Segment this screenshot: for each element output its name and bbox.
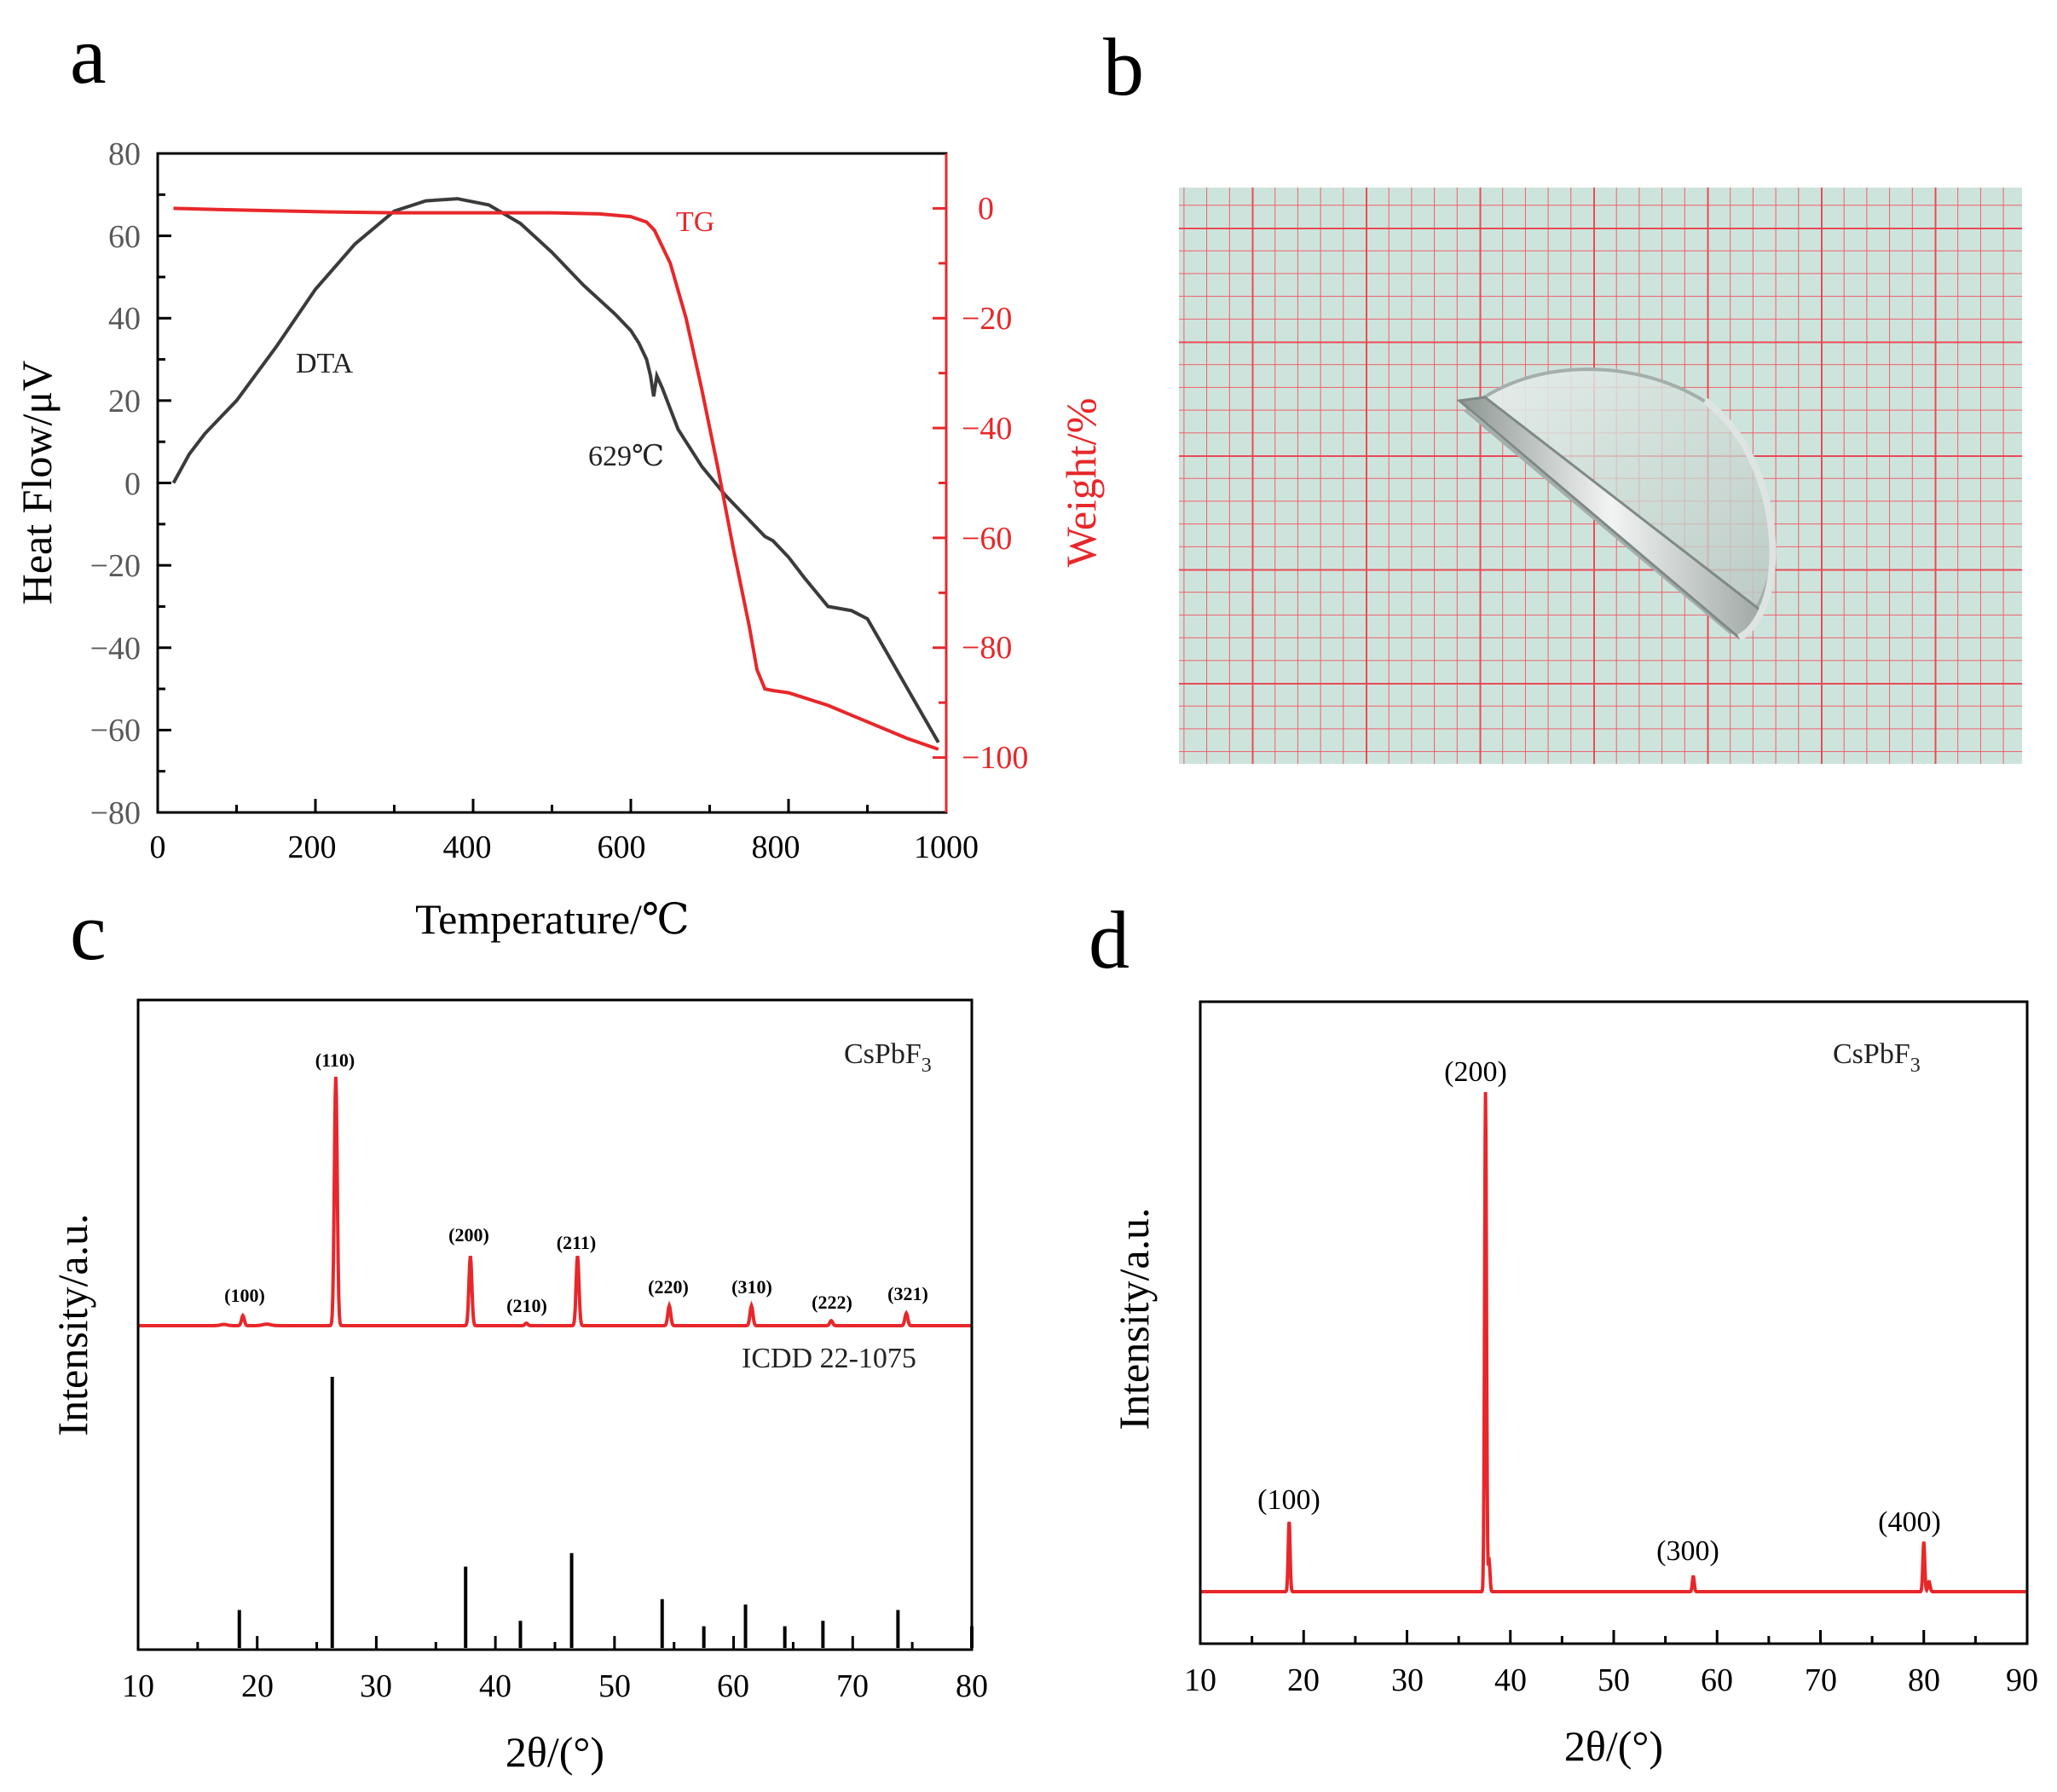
a-r-tick-m60: −60 [962, 521, 1012, 557]
panel-d-sample-label: CsPbF3 [1833, 1038, 1921, 1077]
panel-c-ticks [136, 1636, 974, 1650]
panel-a-right-tick-labels: 0 −20 −40 −60 −80 −100 [962, 191, 1028, 776]
panel-d-frame [1199, 1000, 2029, 1645]
panel-d-sample-subscript: 3 [1910, 1055, 1921, 1077]
panel-d-y-axis-label: Intensity/a.u. [1110, 1207, 1158, 1430]
c-x-tick-20: 20 [241, 1668, 274, 1704]
d-x-tick-70: 70 [1805, 1662, 1837, 1698]
panel-c-sample-formula: CsPbF [844, 1038, 922, 1070]
a-r-tick-m100: −100 [962, 740, 1028, 776]
c-hkl-220: (220) [648, 1276, 689, 1298]
a-y-tick-m80: −80 [90, 795, 141, 831]
d-x-tick-10: 10 [1184, 1662, 1216, 1698]
panel-a: 0 200 400 600 800 1000 80 60 40 20 0 −20… [13, 136, 1105, 943]
dta-curve [171, 197, 940, 743]
d-x-tick-80: 80 [1908, 1662, 1940, 1698]
a-y-tick-0: 0 [124, 466, 141, 502]
a-r-tick-0: 0 [978, 191, 994, 227]
panel-c-sample-label: CsPbF3 [844, 1038, 932, 1077]
a-y-tick-m40: −40 [90, 631, 141, 667]
c-x-tick-60: 60 [717, 1668, 749, 1704]
c-hkl-211: (211) [557, 1232, 596, 1253]
melt-temp-annotation: 629℃ [588, 441, 664, 472]
a-x-tick-200: 200 [288, 830, 337, 865]
c-x-tick-80: 80 [956, 1668, 988, 1704]
a-x-tick-400: 400 [443, 830, 492, 865]
panel-c-frame [136, 998, 974, 1651]
a-y-tick-m20: −20 [90, 548, 141, 584]
crystal-rim [1702, 397, 1777, 641]
panel-c-x-axis-label: 2θ/(°) [506, 1728, 604, 1776]
panel-c-reference-label: ICDD 22-1075 [742, 1343, 916, 1374]
a-y-tick-20: 20 [108, 384, 141, 419]
panel-c-y-axis-label: Intensity/a.u. [49, 1213, 96, 1436]
a-y-tick-80: 80 [108, 136, 141, 172]
a-x-tick-800: 800 [752, 830, 800, 865]
c-x-tick-70: 70 [836, 1668, 869, 1704]
panel-label-b: b [1103, 21, 1144, 113]
dta-annotation: DTA [296, 348, 354, 379]
d-x-tick-30: 30 [1391, 1662, 1424, 1698]
d-x-tick-90: 90 [2006, 1662, 2038, 1698]
c-hkl-310: (310) [731, 1276, 772, 1298]
panel-a-y-axis-label: Heat Flow/μV [13, 361, 61, 605]
a-y-tick-60: 60 [108, 219, 141, 255]
tg-annotation: TG [676, 206, 714, 238]
xrd-pattern-d [1200, 1091, 2027, 1594]
d-x-tick-50: 50 [1598, 1662, 1630, 1698]
c-hkl-100: (100) [224, 1285, 265, 1306]
panel-c-x-tick-labels: 10 20 30 40 50 60 70 80 [122, 1668, 988, 1704]
panel-label-a: a [70, 9, 107, 101]
panel-d: CsPbF3 (100) (200) (300) (400) 10 20 30 … [1110, 1000, 2038, 1770]
panel-d-ticks [1199, 1630, 2029, 1644]
c-hkl-110: (110) [315, 1049, 355, 1071]
d-x-tick-20: 20 [1287, 1662, 1320, 1698]
a-r-tick-m80: −80 [962, 630, 1012, 666]
c-x-tick-10: 10 [122, 1668, 154, 1704]
c-hkl-321: (321) [887, 1283, 928, 1304]
d-hkl-400: (400) [1878, 1506, 1941, 1538]
panel-a-y-tick-labels: 80 60 40 20 0 −20 −40 −60 −80 [90, 136, 141, 831]
panel-a-x-tick-labels: 0 200 400 600 800 1000 [150, 830, 979, 865]
a-x-tick-0: 0 [150, 830, 166, 865]
panel-label-c: c [70, 886, 107, 977]
d-hkl-300: (300) [1656, 1535, 1719, 1567]
panel-d-x-tick-labels: 10 20 30 40 50 60 70 80 90 [1184, 1662, 2038, 1698]
panel-a-right-axis-label: Weight/% [1057, 398, 1105, 568]
tg-curve [173, 206, 939, 751]
c-hkl-200: (200) [448, 1224, 489, 1246]
d-hkl-200: (200) [1444, 1056, 1507, 1088]
panel-b-photo [1179, 188, 2022, 764]
c-x-tick-40: 40 [479, 1668, 511, 1704]
a-r-tick-m20: −20 [962, 301, 1012, 337]
panel-label-d: d [1089, 894, 1130, 986]
a-y-tick-m60: −60 [90, 713, 141, 749]
c-hkl-210: (210) [506, 1295, 547, 1316]
a-x-tick-1000: 1000 [914, 830, 979, 865]
d-x-tick-40: 40 [1494, 1662, 1527, 1698]
a-y-tick-40: 40 [108, 301, 141, 337]
d-hkl-100: (100) [1257, 1484, 1320, 1516]
a-x-tick-600: 600 [598, 830, 646, 865]
c-x-tick-30: 30 [360, 1668, 392, 1704]
c-x-tick-50: 50 [598, 1668, 631, 1704]
panel-d-x-axis-label: 2θ/(°) [1564, 1722, 1663, 1770]
xrd-pattern-c [138, 1076, 972, 1327]
panel-c: CsPbF3 ICDD 22-1075 (100) (110) (200) (2… [49, 998, 988, 1776]
d-x-tick-60: 60 [1701, 1662, 1733, 1698]
panel-c-sample-subscript: 3 [922, 1055, 932, 1077]
a-r-tick-m40: −40 [962, 411, 1012, 447]
icdd-reference-lines [237, 1377, 974, 1648]
c-hkl-222: (222) [812, 1292, 852, 1313]
panel-a-x-axis-label: Temperature/℃ [415, 895, 690, 943]
panel-d-sample-formula: CsPbF [1833, 1038, 1910, 1070]
